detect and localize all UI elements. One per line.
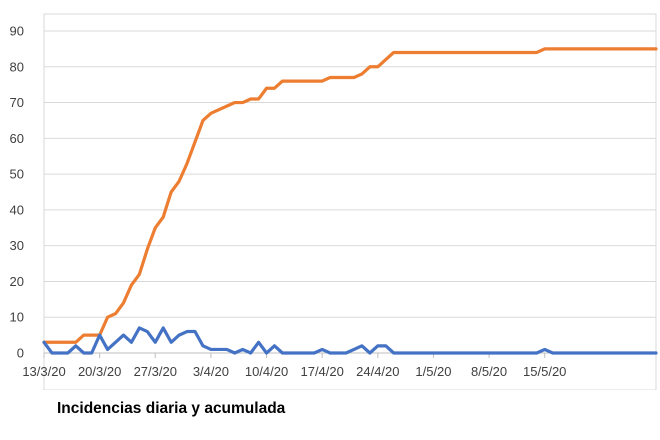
y-axis-ticks: 0 10 20 30 40 50 60 70 80 90: [10, 24, 24, 361]
gridlines: [44, 30, 656, 318]
chart-caption: Incidencias diaria y acumulada: [57, 400, 286, 417]
y-tick-label: 0: [17, 346, 24, 361]
series-line-daily: [42, 326, 658, 355]
x-tick-label: 15/5/20: [523, 364, 566, 379]
x-axis-ticks: 13/3/20 20/3/20 27/3/20 3/4/20 10/4/20 17/4/2…: [22, 353, 566, 379]
x-tick-label: 3/4/20: [193, 364, 229, 379]
x-tick-label: 8/5/20: [471, 364, 507, 379]
x-tick-label: 1/5/20: [415, 364, 451, 379]
y-tick-label: 20: [10, 274, 24, 289]
x-tick-label: 17/4/20: [300, 364, 343, 379]
x-tick-label: 13/3/20: [22, 364, 65, 379]
x-tick-label: 10/4/20: [245, 364, 288, 379]
x-tick-label: 24/4/20: [356, 364, 399, 379]
series-line-accumulated: [42, 47, 658, 344]
y-tick-label: 50: [10, 167, 24, 182]
y-tick-label: 30: [10, 238, 24, 253]
series-lines: [42, 47, 658, 355]
y-tick-label: 80: [10, 59, 24, 74]
y-tick-label: 70: [10, 95, 24, 110]
plot-area-border: [43, 13, 657, 390]
x-tick-label: 27/3/20: [134, 364, 177, 379]
line-chart: 0 10 20 30 40 50 60 70 80 90 13/3/20 20/3/20 27/3/2…: [10, 13, 658, 390]
y-tick-label: 90: [10, 24, 24, 39]
y-tick-label: 60: [10, 131, 24, 146]
x-tick-label: 20/3/20: [78, 364, 121, 379]
y-tick-label: 10: [10, 310, 24, 325]
y-tick-label: 40: [10, 202, 24, 217]
